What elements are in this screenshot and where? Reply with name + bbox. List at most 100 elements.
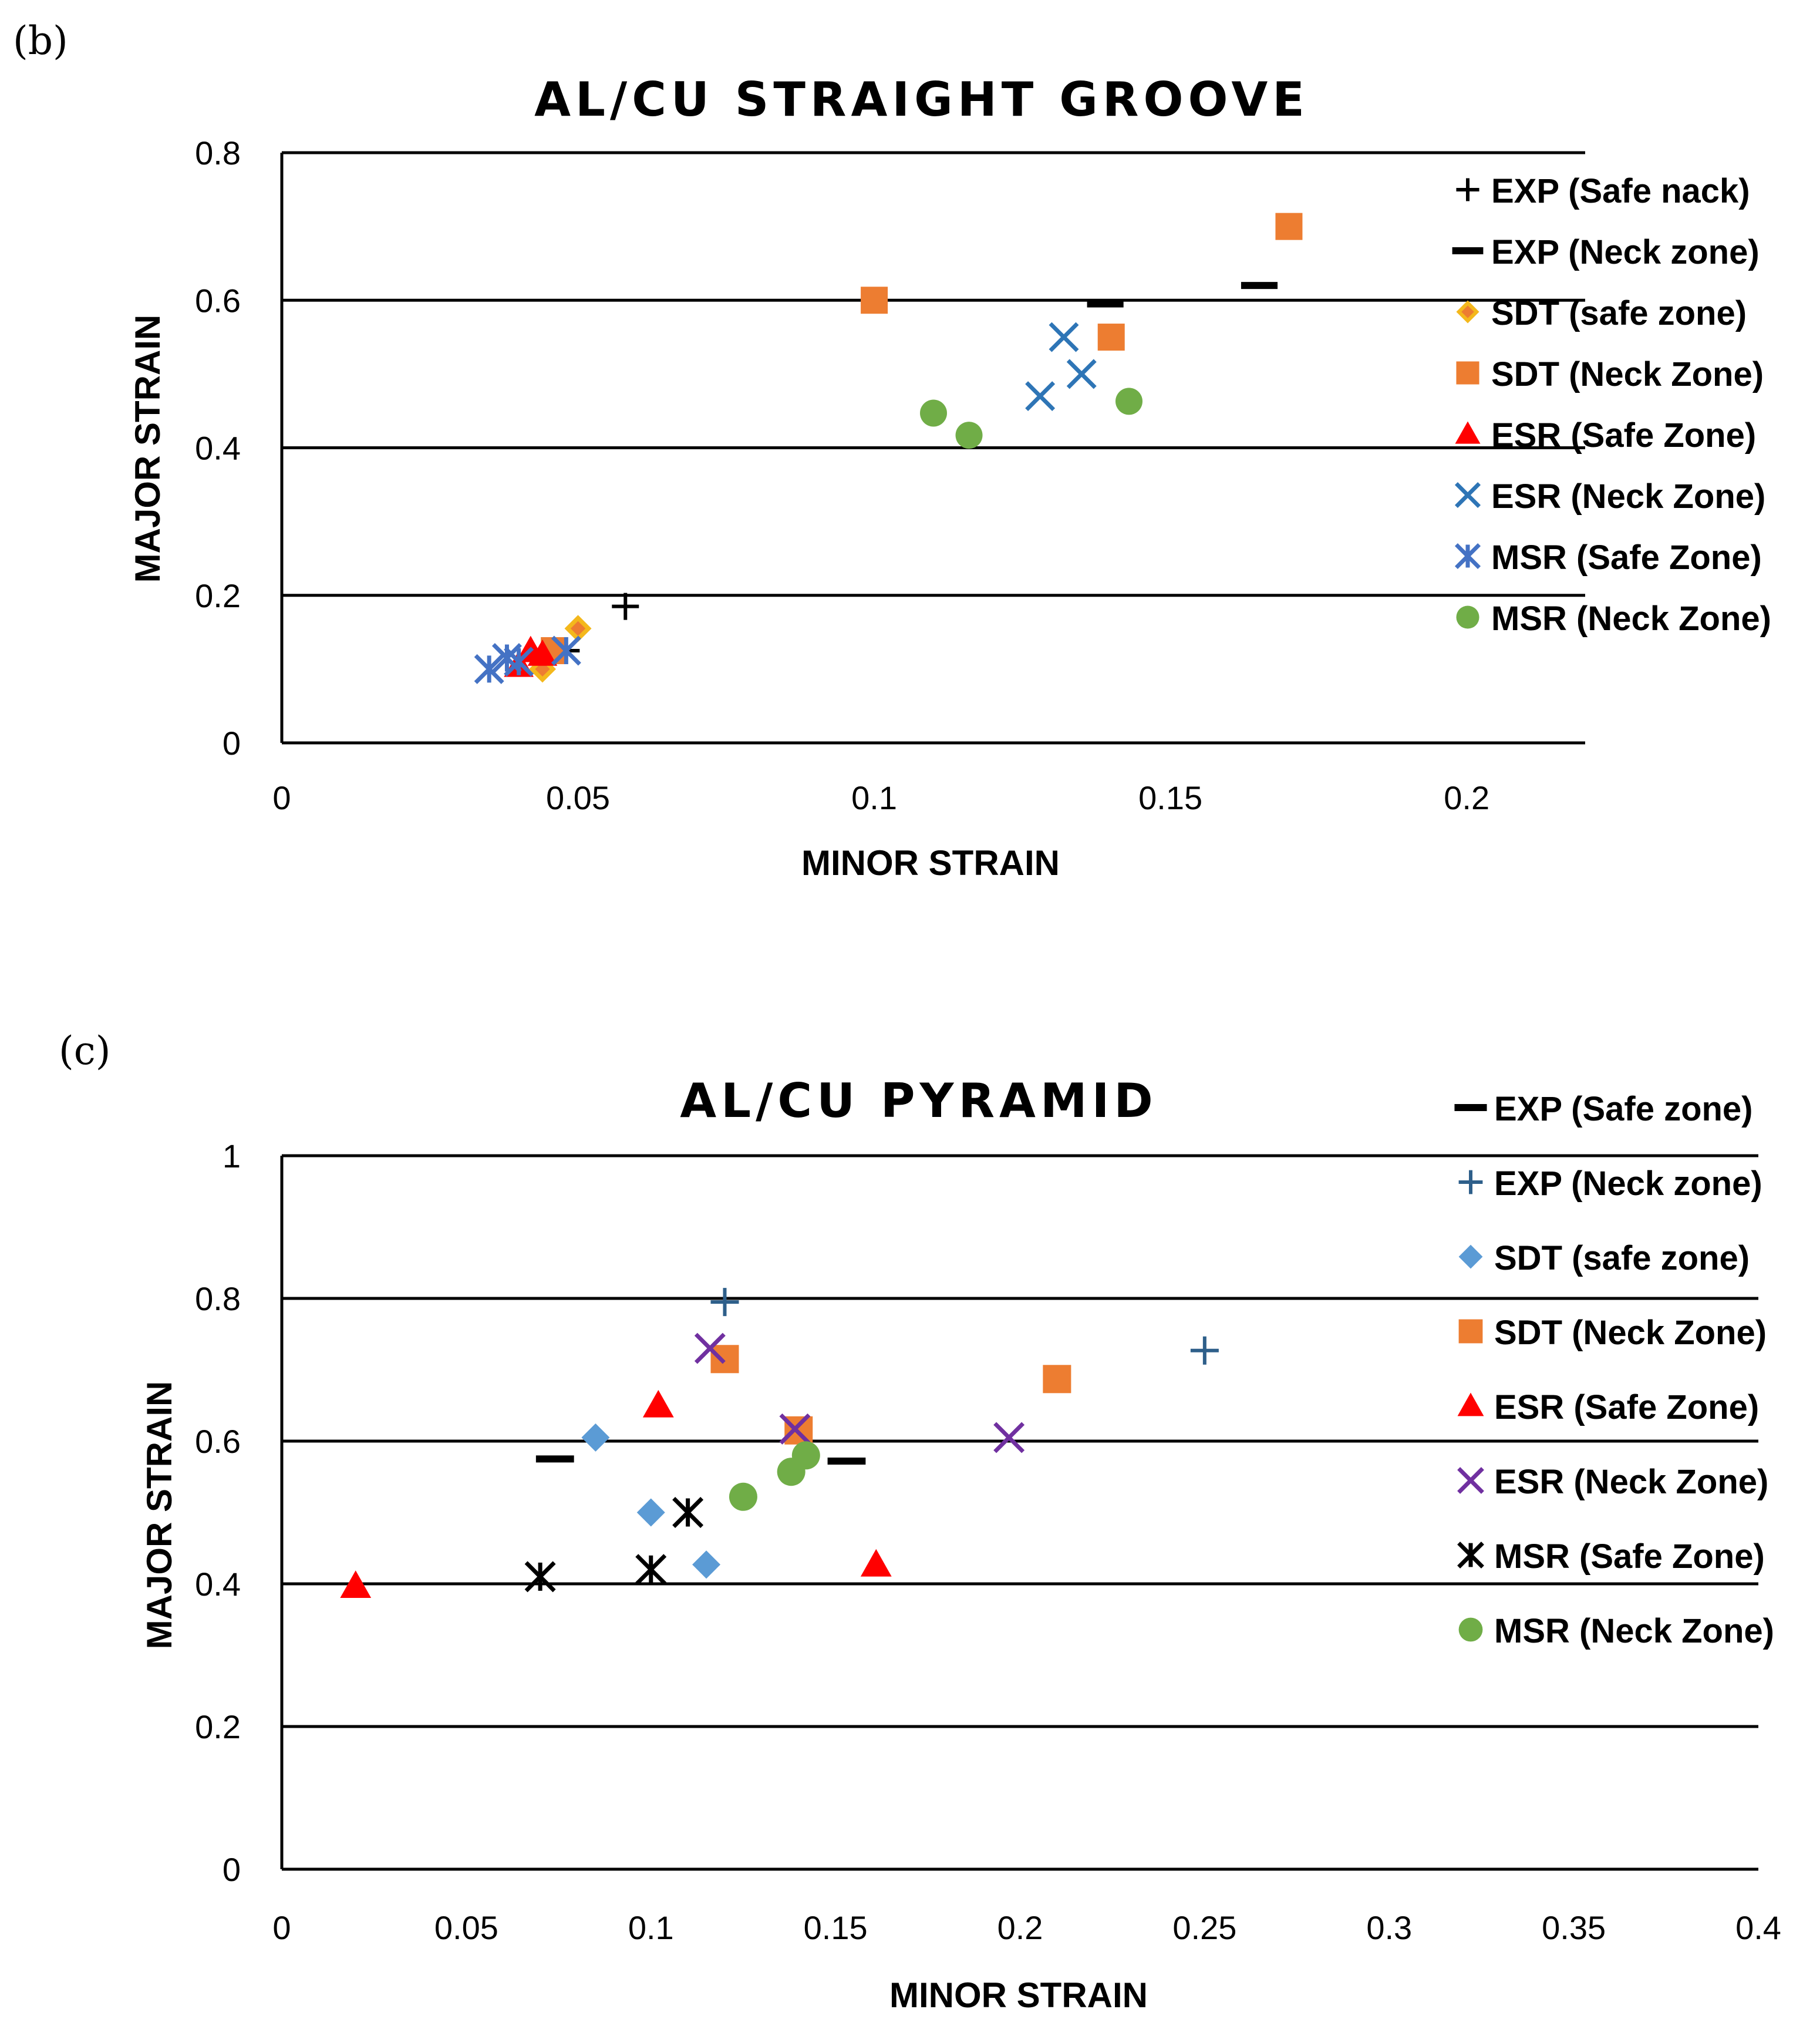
data-point	[504, 647, 534, 677]
y-tick-label: 0.6	[195, 282, 241, 319]
legend-entry: MSR (Safe Zone)	[1494, 1537, 1765, 1576]
data-point	[535, 1455, 574, 1463]
data-point	[955, 422, 983, 449]
chart-pyramid: AL/CU PYRAMID MINOR STRAIN MAJOR STRAIN …	[140, 1073, 1781, 2015]
gridlines	[282, 151, 1585, 597]
data-point	[860, 1549, 892, 1577]
data-point	[672, 1497, 704, 1528]
x-tick-label: 0.1	[851, 779, 897, 816]
data-point	[340, 1570, 372, 1598]
chart-title: AL/CU STRAIGHT GROOVE	[534, 72, 1309, 127]
legend-entry: EXP (Safe zone)	[1494, 1090, 1753, 1128]
legend: EXP (Safe nack) EXP (Neck zone) SDT (safe …	[1452, 172, 1771, 638]
data-point	[551, 635, 581, 666]
y-tick-label: 0	[223, 725, 241, 762]
data-point	[581, 1423, 610, 1452]
legend-marker	[1454, 543, 1481, 570]
data-point	[729, 1482, 757, 1511]
legend-entry: MSR (Neck Zone)	[1491, 600, 1771, 638]
x-tick-label: 0	[272, 1909, 291, 1946]
chart-title: AL/CU PYRAMID	[680, 1073, 1158, 1128]
x-ticks: 0 0.05 0.1 0.15 0.2 0.25 0.3 0.35 0.4	[272, 1909, 1781, 1946]
x-tick-label: 0.3	[1366, 1909, 1412, 1946]
data-point	[527, 639, 558, 666]
x-axis-title: MINOR STRAIN	[801, 843, 1060, 883]
legend-entry: MSR (Neck Zone)	[1494, 1612, 1774, 1650]
legend-entry: ESR (Safe Zone)	[1491, 416, 1756, 455]
y-tick-label: 0.6	[195, 1423, 241, 1460]
x-tick-label: 0.2	[1444, 779, 1489, 816]
x-tick-label: 0.35	[1542, 1909, 1606, 1946]
panel-label-c: (c)	[59, 1028, 110, 1073]
data-point	[474, 654, 504, 684]
y-axis-title: MAJOR STRAIN	[140, 1381, 179, 1650]
data-point	[694, 1332, 726, 1364]
legend-marker	[1457, 1542, 1484, 1569]
data-point	[1190, 1336, 1219, 1365]
legend-entry: EXP (Neck zone)	[1494, 1165, 1762, 1203]
x-ticks: 0 0.05 0.1 0.15 0.2	[272, 779, 1489, 816]
legend-marker	[1456, 361, 1479, 385]
data-point	[1066, 359, 1097, 389]
legend-marker	[1457, 1467, 1484, 1494]
axes	[280, 1156, 1758, 1871]
data-point	[1049, 322, 1079, 352]
y-tick-label: 0.2	[195, 1708, 241, 1745]
data-point	[635, 1554, 667, 1586]
x-tick-label: 0.4	[1735, 1909, 1781, 1946]
legend-entry: ESR (Safe Zone)	[1494, 1388, 1759, 1426]
legend-marker	[1456, 605, 1479, 629]
y-ticks: 0 0.2 0.4 0.6 0.8 1	[195, 1138, 241, 1888]
y-ticks: 0 0.2 0.4 0.6 0.8	[195, 134, 241, 762]
x-tick-label: 0.05	[434, 1909, 498, 1946]
legend-marker	[1457, 1392, 1484, 1416]
y-tick-label: 0	[223, 1851, 241, 1888]
data-marks	[340, 1288, 1219, 1598]
x-tick-label: 0.15	[804, 1909, 868, 1946]
data-point	[564, 615, 592, 642]
y-tick-label: 0.2	[195, 577, 241, 614]
legend-marker	[1454, 482, 1481, 509]
data-point	[710, 1288, 739, 1317]
data-point	[779, 1413, 811, 1445]
legend: EXP (Safe zone) EXP (Neck zone) SDT (safe …	[1454, 1090, 1774, 1650]
x-tick-label: 0.05	[546, 779, 610, 816]
data-marks	[474, 213, 1303, 684]
data-point	[1241, 282, 1278, 290]
panel-label-b: (b)	[13, 18, 68, 63]
y-tick-label: 0.8	[195, 134, 241, 171]
y-axis-title: MAJOR STRAIN	[128, 315, 167, 583]
data-point	[524, 1561, 556, 1593]
legend-marker	[1458, 1170, 1483, 1194]
legend-entry: MSR (Safe Zone)	[1491, 539, 1762, 577]
legend-entry: SDT (Neck Zone)	[1494, 1314, 1767, 1352]
legend-marker	[1458, 1244, 1483, 1269]
chart-straight-groove: AL/CU STRAIGHT GROOVE MINOR STRAIN MAJOR…	[128, 72, 1771, 883]
data-point	[861, 287, 888, 314]
legend-marker	[1455, 421, 1481, 444]
legend-marker	[1458, 1319, 1483, 1344]
data-point	[642, 1389, 674, 1418]
data-point	[612, 593, 639, 620]
data-point	[791, 1441, 820, 1470]
y-tick-label: 1	[223, 1138, 241, 1175]
x-tick-label: 0	[272, 779, 291, 816]
x-tick-label: 0.1	[628, 1909, 674, 1946]
legend-entry: SDT (safe zone)	[1494, 1239, 1750, 1277]
legend-entry: EXP (Safe nack)	[1491, 172, 1750, 210]
legend-entry: SDT (safe zone)	[1491, 294, 1747, 332]
data-point	[1043, 1365, 1071, 1394]
x-axis-title: MINOR STRAIN	[889, 1976, 1148, 2015]
y-tick-label: 0.4	[195, 1566, 241, 1603]
data-point	[993, 1422, 1025, 1453]
data-point	[1115, 388, 1142, 415]
data-point	[692, 1550, 721, 1579]
y-tick-label: 0.4	[195, 430, 241, 467]
data-point	[636, 1498, 665, 1527]
x-tick-label: 0.15	[1138, 779, 1202, 816]
axes	[280, 153, 1585, 745]
legend-entry: ESR (Neck Zone)	[1491, 477, 1765, 516]
x-tick-label: 0.25	[1172, 1909, 1236, 1946]
data-point	[920, 399, 947, 427]
